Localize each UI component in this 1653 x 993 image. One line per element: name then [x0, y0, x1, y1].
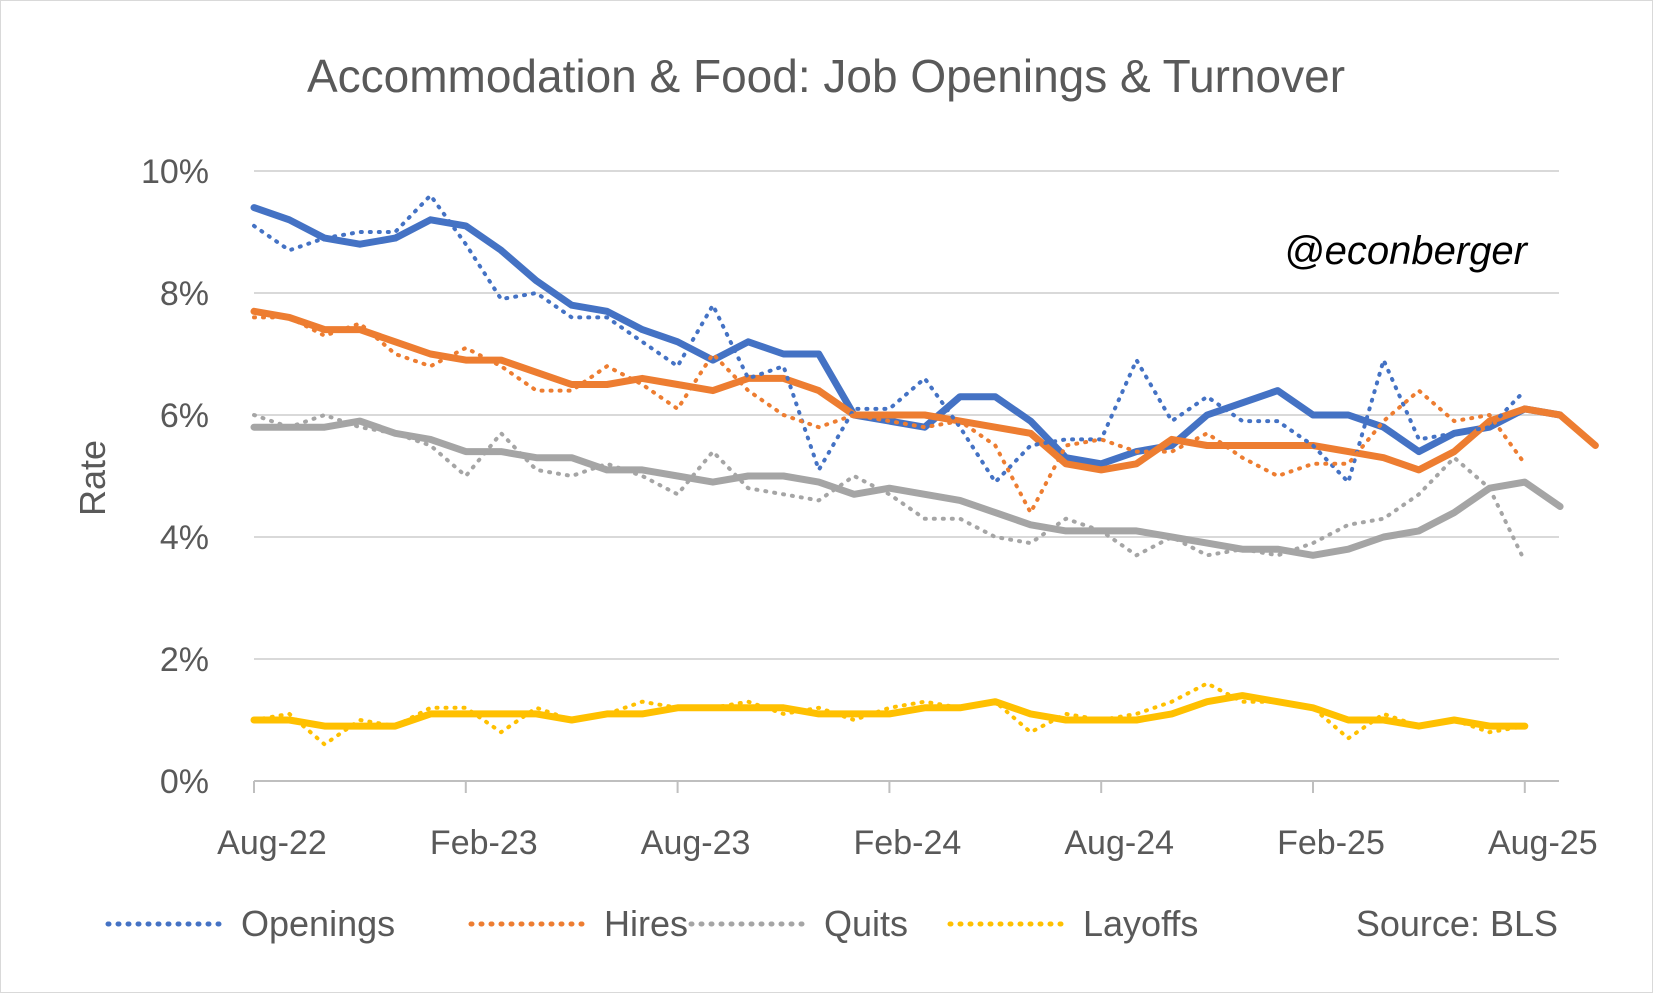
- smoothed-line-hires: [250, 307, 1599, 474]
- y-tick-label: 4%: [160, 519, 209, 557]
- smoothed-line-quits: [250, 417, 1564, 559]
- y-axis-ticks: 0% 2% 4% 6% 8% 10%: [141, 153, 209, 801]
- smoothed-line-layoffs: [250, 692, 1529, 730]
- source-note: Source: BLS: [1356, 903, 1558, 944]
- legend: Openings Hires Quits Layoffs: [105, 903, 1198, 944]
- dotted-line-layoffs: [252, 681, 1527, 747]
- dotted-line-hires: [252, 315, 1527, 515]
- legend-label-openings: Openings: [241, 903, 395, 944]
- x-axis: Aug-22 Feb-23 Aug-23 Feb-24 Aug-24 Feb-25 Aug-…: [217, 780, 1598, 862]
- x-tick-label: Aug-25: [1488, 824, 1598, 862]
- x-tick-label: Feb-25: [1277, 824, 1385, 862]
- x-tick-label: Aug-24: [1064, 824, 1174, 862]
- chart-title: Accommodation & Food: Job Openings & Tur…: [307, 50, 1345, 102]
- gridlines: [254, 170, 1559, 660]
- y-tick-label: 2%: [160, 641, 209, 679]
- y-axis-label: Rate: [72, 440, 113, 516]
- y-tick-label: 8%: [160, 275, 209, 313]
- watermark-annotation: @econberger: [1284, 229, 1529, 273]
- dotted-line-openings: [252, 193, 1527, 485]
- y-tick-label: 6%: [160, 397, 209, 435]
- legend-label-quits: Quits: [824, 903, 908, 944]
- x-tick-label: Feb-24: [854, 824, 962, 862]
- x-tick-label: Aug-23: [641, 824, 751, 862]
- monthly-series-lines: [252, 193, 1527, 747]
- y-tick-label: 0%: [160, 763, 209, 801]
- dotted-line-quits: [252, 413, 1527, 564]
- legend-label-layoffs: Layoffs: [1083, 903, 1198, 944]
- x-tick-label: Aug-22: [217, 824, 327, 862]
- y-tick-label: 10%: [141, 153, 209, 191]
- legend-label-hires: Hires: [604, 903, 688, 944]
- x-tick-label: Feb-23: [430, 824, 538, 862]
